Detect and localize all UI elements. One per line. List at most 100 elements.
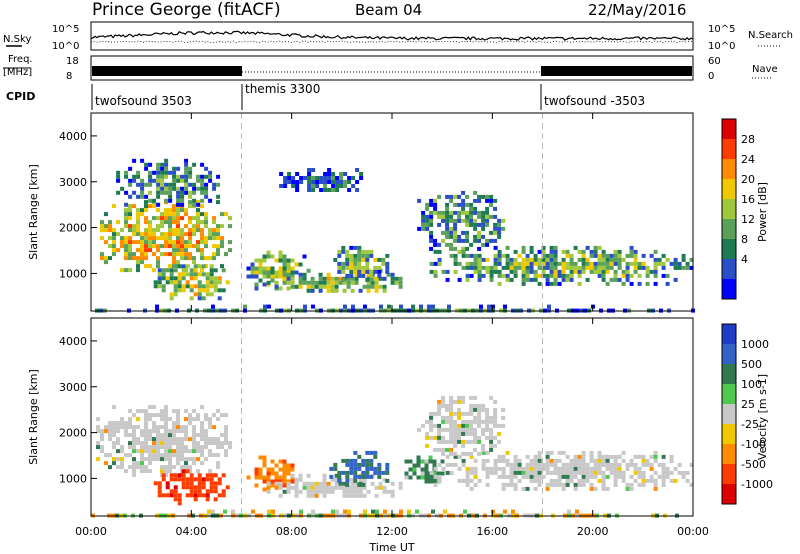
power-cell bbox=[216, 248, 220, 253]
power-cell bbox=[327, 172, 332, 176]
power-cell bbox=[278, 254, 283, 259]
velocity-cell bbox=[231, 509, 235, 514]
power-cell bbox=[477, 194, 482, 199]
power-cell bbox=[124, 220, 128, 225]
power-cell bbox=[120, 186, 125, 191]
power-cell bbox=[148, 240, 152, 245]
power-cell bbox=[373, 269, 378, 274]
power-cell bbox=[189, 296, 194, 301]
power-cell bbox=[140, 236, 144, 241]
velocity-cell bbox=[473, 427, 478, 432]
power-cell bbox=[473, 198, 478, 203]
velocity-cell bbox=[189, 493, 194, 498]
velocity-cell bbox=[270, 459, 275, 464]
velocity-cell bbox=[661, 454, 666, 459]
power-cell bbox=[493, 238, 498, 243]
velocity-cell bbox=[605, 454, 610, 459]
power-cell bbox=[220, 264, 224, 269]
power-cell bbox=[160, 236, 164, 241]
velocity-cell bbox=[358, 485, 363, 490]
power-cell bbox=[132, 240, 136, 245]
velocity-cell bbox=[440, 471, 445, 476]
velocity-cell bbox=[425, 443, 430, 448]
power-cell bbox=[180, 248, 184, 253]
power-cell bbox=[345, 273, 350, 278]
power-cell bbox=[298, 284, 303, 289]
velocity-cell bbox=[489, 447, 494, 452]
power-cell bbox=[189, 272, 194, 277]
power-cell bbox=[144, 228, 148, 233]
velocity-cell bbox=[136, 409, 140, 414]
velocity-cell bbox=[689, 482, 694, 487]
power-cell bbox=[357, 253, 362, 258]
velocity-cell bbox=[553, 482, 558, 487]
power-cell bbox=[549, 261, 554, 266]
power-cell bbox=[445, 206, 450, 211]
velocity-cell bbox=[469, 403, 474, 408]
velocity-cell bbox=[677, 470, 682, 475]
velocity-cell bbox=[431, 509, 435, 514]
velocity-cell bbox=[184, 433, 188, 438]
power-cell bbox=[246, 274, 251, 279]
power-cell bbox=[625, 265, 630, 270]
velocity-cell bbox=[282, 463, 287, 468]
power-cell bbox=[453, 261, 458, 266]
power-cell bbox=[593, 261, 598, 266]
nsky-tick-bottom: 10^0 bbox=[52, 41, 79, 52]
power-cell bbox=[366, 288, 371, 293]
velocity-cell bbox=[573, 474, 578, 479]
power-cell bbox=[124, 190, 129, 195]
power-cell bbox=[140, 186, 145, 191]
velocity-cell bbox=[160, 457, 164, 462]
power-cell bbox=[521, 257, 526, 262]
power-cell bbox=[180, 190, 185, 195]
velocity-cell bbox=[489, 427, 494, 432]
velocity-cell bbox=[549, 470, 554, 475]
velocity-cell bbox=[437, 435, 442, 440]
power-cell bbox=[136, 174, 141, 179]
velocity-cell bbox=[385, 470, 390, 475]
power-colorbar-swatch-2 bbox=[722, 239, 736, 259]
velocity-cell bbox=[197, 473, 202, 478]
velocity-cell bbox=[267, 509, 271, 514]
power-cell bbox=[629, 281, 634, 286]
velocity-cell bbox=[621, 450, 626, 455]
velocity-cell bbox=[188, 437, 192, 442]
velocity-cell bbox=[209, 473, 214, 478]
power-cell bbox=[489, 198, 494, 203]
velocity-cell bbox=[433, 447, 438, 452]
power-cell bbox=[390, 276, 395, 281]
velocity-cell bbox=[144, 413, 148, 418]
velocity-cell bbox=[333, 466, 338, 471]
power-cell bbox=[457, 218, 462, 223]
velocity-cell bbox=[160, 469, 164, 474]
velocity-cell bbox=[345, 470, 350, 475]
velocity-cell bbox=[193, 477, 198, 482]
power-cell bbox=[589, 265, 594, 270]
power-cell bbox=[445, 234, 450, 239]
nsearch-tick-top: 10^5 bbox=[708, 24, 735, 35]
velocity-cell bbox=[176, 421, 180, 426]
power-cell bbox=[136, 208, 140, 213]
velocity-cell bbox=[160, 425, 164, 430]
power-cell bbox=[497, 269, 502, 274]
velocity-cell bbox=[445, 470, 450, 475]
velocity-cell bbox=[557, 450, 562, 455]
power-cell bbox=[286, 272, 291, 277]
power-cell bbox=[449, 218, 454, 223]
power-cell bbox=[437, 261, 442, 266]
power-cell bbox=[577, 269, 582, 274]
power-cell bbox=[601, 261, 606, 266]
velocity-cell bbox=[432, 471, 437, 476]
power-cell bbox=[204, 264, 208, 269]
velocity-cell bbox=[216, 437, 220, 442]
velocity-cell bbox=[533, 486, 538, 491]
velocity-cell bbox=[334, 473, 339, 478]
power-cell bbox=[200, 174, 205, 179]
velocity-cell bbox=[589, 474, 594, 479]
velocity-cell bbox=[493, 435, 498, 440]
power-cell bbox=[188, 190, 193, 195]
velocity-cell bbox=[525, 454, 530, 459]
power-cell bbox=[573, 269, 578, 274]
